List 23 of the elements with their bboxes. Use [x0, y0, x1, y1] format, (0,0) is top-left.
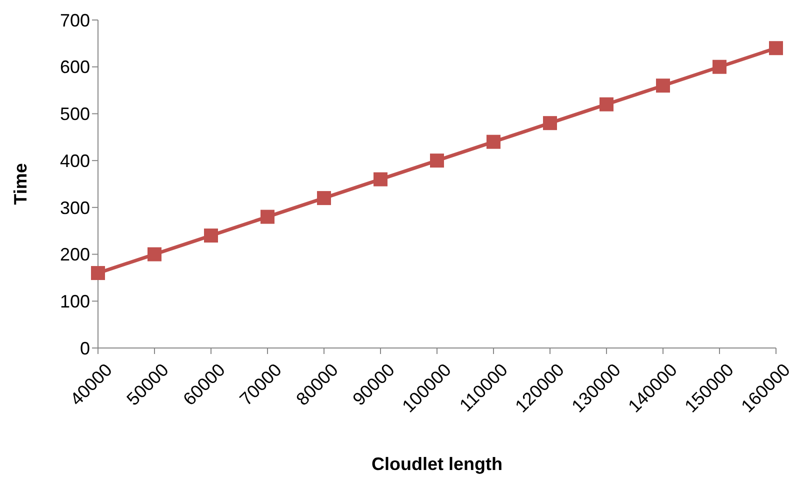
y-tick-label: 500	[60, 104, 90, 124]
y-axis-title: Time	[10, 163, 30, 205]
y-tick-label: 200	[60, 244, 90, 265]
point	[486, 134, 500, 149]
point	[374, 172, 388, 186]
y-tick-label: 100	[60, 292, 90, 312]
point	[91, 266, 105, 280]
point	[317, 191, 331, 206]
point	[543, 116, 557, 130]
point	[712, 60, 726, 74]
point	[600, 97, 614, 112]
y-tick-label: 700	[60, 10, 90, 30]
point	[430, 154, 444, 168]
y-tick-label: 300	[60, 198, 90, 218]
y-tick-label: 600	[60, 57, 90, 78]
point	[260, 210, 274, 224]
point	[204, 228, 218, 243]
point	[656, 78, 670, 93]
x-axis-title: Cloudlet length	[372, 454, 502, 474]
point	[148, 247, 162, 262]
point	[769, 41, 783, 56]
y-tick-label: 400	[60, 150, 90, 171]
y-tick-label: 0	[80, 338, 90, 358]
